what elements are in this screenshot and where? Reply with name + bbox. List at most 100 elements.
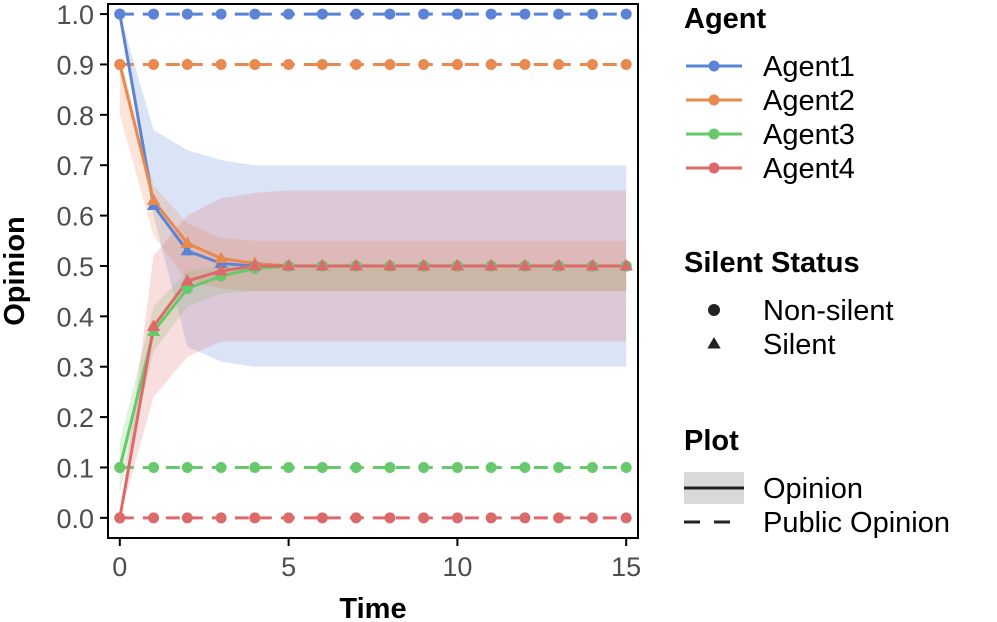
agent1-public-point <box>553 8 565 20</box>
agent2-public-point <box>451 58 463 70</box>
agent4-public-point <box>249 512 261 524</box>
public-opinion-lines <box>119 12 627 520</box>
agent4-opinion-point-silent <box>146 319 161 331</box>
agent1-public-point <box>418 8 430 20</box>
agent1-opinion-point <box>114 8 126 20</box>
agent4-opinion-point-silent <box>315 258 330 271</box>
agent1-public-point <box>451 8 463 20</box>
agent2-public-point <box>316 58 328 70</box>
legend-plot-title: Plot <box>684 425 739 457</box>
agent4-public-point <box>451 512 463 524</box>
plot-frame <box>107 3 639 539</box>
agent3-public-point <box>249 461 261 473</box>
agent3-public-point <box>181 461 193 473</box>
agent1-opinion-point-silent <box>180 243 194 256</box>
y-tick-label: 0.9 <box>56 50 94 80</box>
agent2-public-point <box>418 58 430 70</box>
agent2-public-point <box>519 58 531 70</box>
agent2-opinion-point-silent <box>146 193 161 206</box>
agent4-public-point <box>620 512 632 524</box>
agent4-public-point <box>350 512 362 524</box>
agent3-opinion-point <box>114 461 126 473</box>
agent3-public-point <box>519 461 531 473</box>
agent4-public-point <box>519 512 531 524</box>
agent4-opinion-point <box>114 512 126 524</box>
legend-agent4-label: Agent4 <box>763 153 855 185</box>
legend-agent1-marker <box>708 60 720 72</box>
legend-agent-title: Agent <box>684 3 767 35</box>
y-tick-label: 0.3 <box>56 353 94 383</box>
agent2-opinion-point-silent <box>180 236 194 248</box>
agent4-opinion-point-silent <box>416 258 431 271</box>
agent4-public-point <box>215 512 227 524</box>
agent1-public-point <box>350 8 362 20</box>
y-tick-label: 0.0 <box>56 504 94 534</box>
agent4-opinion-point-silent <box>518 258 532 271</box>
agent2-public-point <box>384 58 396 70</box>
agent1-public-point <box>485 8 497 20</box>
agent2-opinion-point-silent <box>214 251 228 263</box>
agent3-public-point <box>384 461 396 473</box>
legend-status-circle-marker <box>708 304 720 316</box>
agent1-band <box>119 14 627 367</box>
y-tick-label: 0.2 <box>56 403 94 433</box>
agent3-public-point <box>418 461 430 473</box>
agent1-public-point <box>215 8 227 20</box>
agent4-public-point <box>316 512 328 524</box>
x-tick-label: 10 <box>442 552 472 582</box>
legend-plot-label: Opinion <box>763 473 863 505</box>
x-axis: 0 5 10 15 <box>112 538 641 582</box>
agent1-public-point <box>283 8 295 20</box>
agent4-public-point <box>384 512 396 524</box>
legend-agent2-marker <box>708 94 720 106</box>
legend-agent3-marker <box>708 128 720 140</box>
agent4-public-point <box>283 512 295 524</box>
agent3-public-point <box>553 461 565 473</box>
data-markers <box>114 8 633 524</box>
agent3-public-point <box>451 461 463 473</box>
agent4-opinion-point-silent <box>248 258 262 271</box>
agent1-public-point <box>620 8 632 20</box>
agent4-public-point <box>553 512 565 524</box>
y-tick-label: 0.6 <box>56 202 94 232</box>
agent4-opinion-point-silent <box>585 258 600 271</box>
agent3-public-point <box>350 461 362 473</box>
agent2-public-point <box>553 58 565 70</box>
legend-agent2-label: Agent2 <box>763 85 855 117</box>
agent3-public-point <box>283 461 295 473</box>
legend-agent4-marker <box>708 162 720 174</box>
legend-plot-label: Public Opinion <box>763 507 950 539</box>
agent2-public-point <box>620 58 632 70</box>
agent2-public-point <box>350 58 362 70</box>
agent3-public-point <box>215 461 227 473</box>
agent1-public-point <box>249 8 261 20</box>
agent4-opinion-point-silent <box>552 258 566 271</box>
agent3-public-point <box>586 461 598 473</box>
agent1-public-point <box>384 8 396 20</box>
legend-status-title: Silent Status <box>684 247 860 279</box>
agent1-public-point <box>586 8 598 20</box>
agent4-public-point <box>181 512 193 524</box>
agent3-public-point <box>316 461 328 473</box>
x-tick-label: 5 <box>281 552 296 582</box>
legend-status-label: Non-silent <box>763 295 894 327</box>
agent4-opinion-line <box>118 264 627 519</box>
legend-agent3-label: Agent3 <box>763 119 855 151</box>
agent4-opinion-point-silent <box>349 258 363 271</box>
agent1-public-point <box>148 8 160 20</box>
agent1-public-point <box>181 8 193 20</box>
y-tick-label: 0.1 <box>56 453 94 483</box>
agent2-public-point <box>249 58 261 70</box>
agent2-public-point <box>283 58 295 70</box>
agent2-public-point <box>148 58 160 70</box>
agent4-opinion-point-silent <box>281 258 296 271</box>
x-axis-title: Time <box>339 593 406 622</box>
agent3-band <box>119 263 627 493</box>
agent2-opinion-point <box>114 58 126 70</box>
agent4-public-point <box>418 512 430 524</box>
